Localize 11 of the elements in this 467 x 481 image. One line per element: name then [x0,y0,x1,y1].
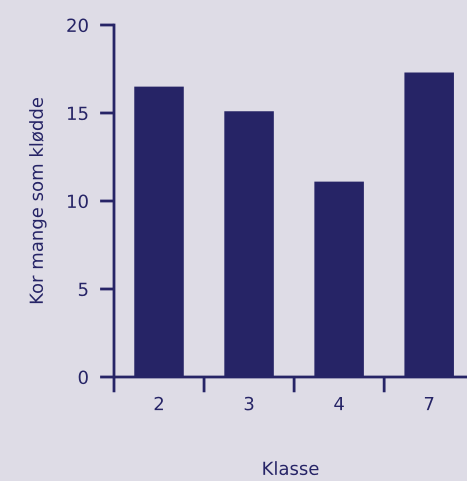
y-tick-label: 0 [78,370,88,384]
y-tick-label: 15 [68,106,88,120]
x-tick-label: 2 [154,396,163,410]
x-axis-title: Klasse [263,461,318,476]
y-axis-title: Kor mange som klødde [29,98,47,304]
y-tick-label: 5 [78,282,88,296]
y-tick-label: 20 [67,18,88,32]
x-tick-label: 4 [334,397,344,410]
x-tick-label: 7 [424,397,434,410]
x-tick-label: 3 [244,396,254,410]
y-tick-label: 10 [68,194,88,208]
